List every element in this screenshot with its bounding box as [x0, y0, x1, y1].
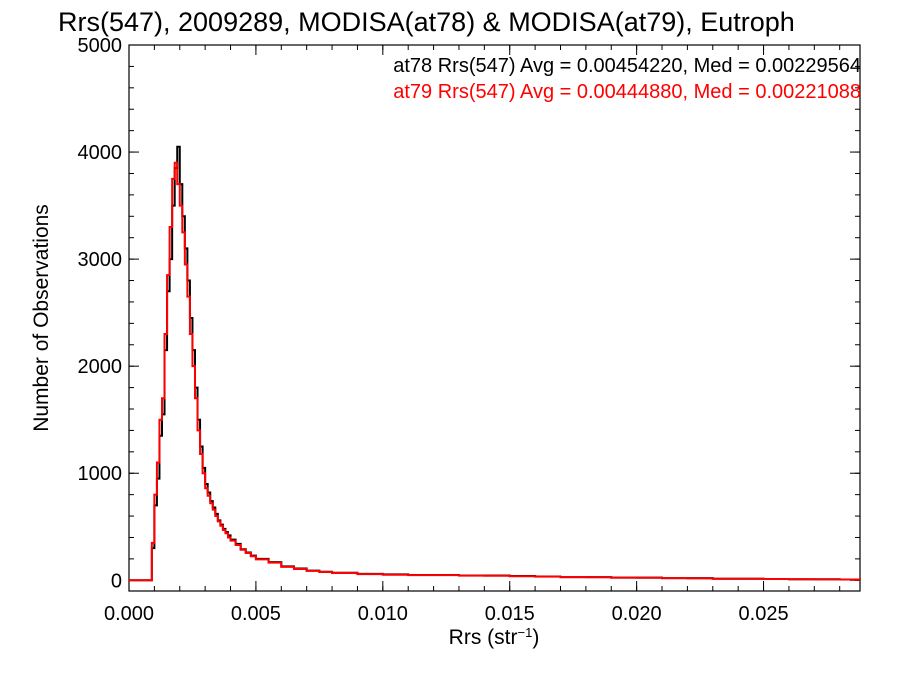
plot-frame: [128, 44, 861, 592]
y-tick-label: 2000: [78, 356, 123, 378]
x-tick-label: 0.020: [612, 603, 662, 625]
x-axis-label-tail: ): [532, 626, 539, 649]
y-tick-label: 5000: [78, 35, 123, 57]
series-layer: [129, 145, 861, 582]
x-tick-label: 0.015: [485, 603, 535, 625]
x-tick-label: 0.025: [739, 603, 789, 625]
axis-ticks: [128, 44, 860, 591]
x-axis-label-base: Rrs (str: [449, 626, 518, 649]
x-tick-label: 0.005: [231, 603, 281, 625]
x-axis-label: Rrs (str−1): [449, 625, 540, 650]
y-tick-label: 3000: [78, 249, 123, 271]
chart-title: Rrs(547), 2009289, MODISA(at78) & MODISA…: [58, 7, 795, 37]
y-tick-labels: 0 1000 2000 3000 4000 5000: [78, 35, 123, 592]
y-tick-label: 4000: [78, 142, 123, 164]
x-tick-labels: 0.000 0.005 0.010 0.015 0.020 0.025: [104, 603, 789, 625]
y-tick-label: 1000: [78, 463, 123, 485]
x-axis-label-superscript: −1: [518, 625, 533, 640]
y-tick-label: 0: [111, 570, 122, 592]
y-axis-label: Number of Observations: [30, 204, 53, 432]
stats-annotation-at78: at78 Rrs(547) Avg = 0.00454220, Med = 0.…: [393, 55, 861, 77]
series-at79-line: [129, 161, 861, 582]
x-tick-label: 0.000: [104, 603, 154, 625]
series-at78-line: [129, 145, 861, 582]
stats-annotation-at79: at79 Rrs(547) Avg = 0.00444880, Med = 0.…: [393, 81, 861, 103]
x-tick-label: 0.010: [358, 603, 408, 625]
